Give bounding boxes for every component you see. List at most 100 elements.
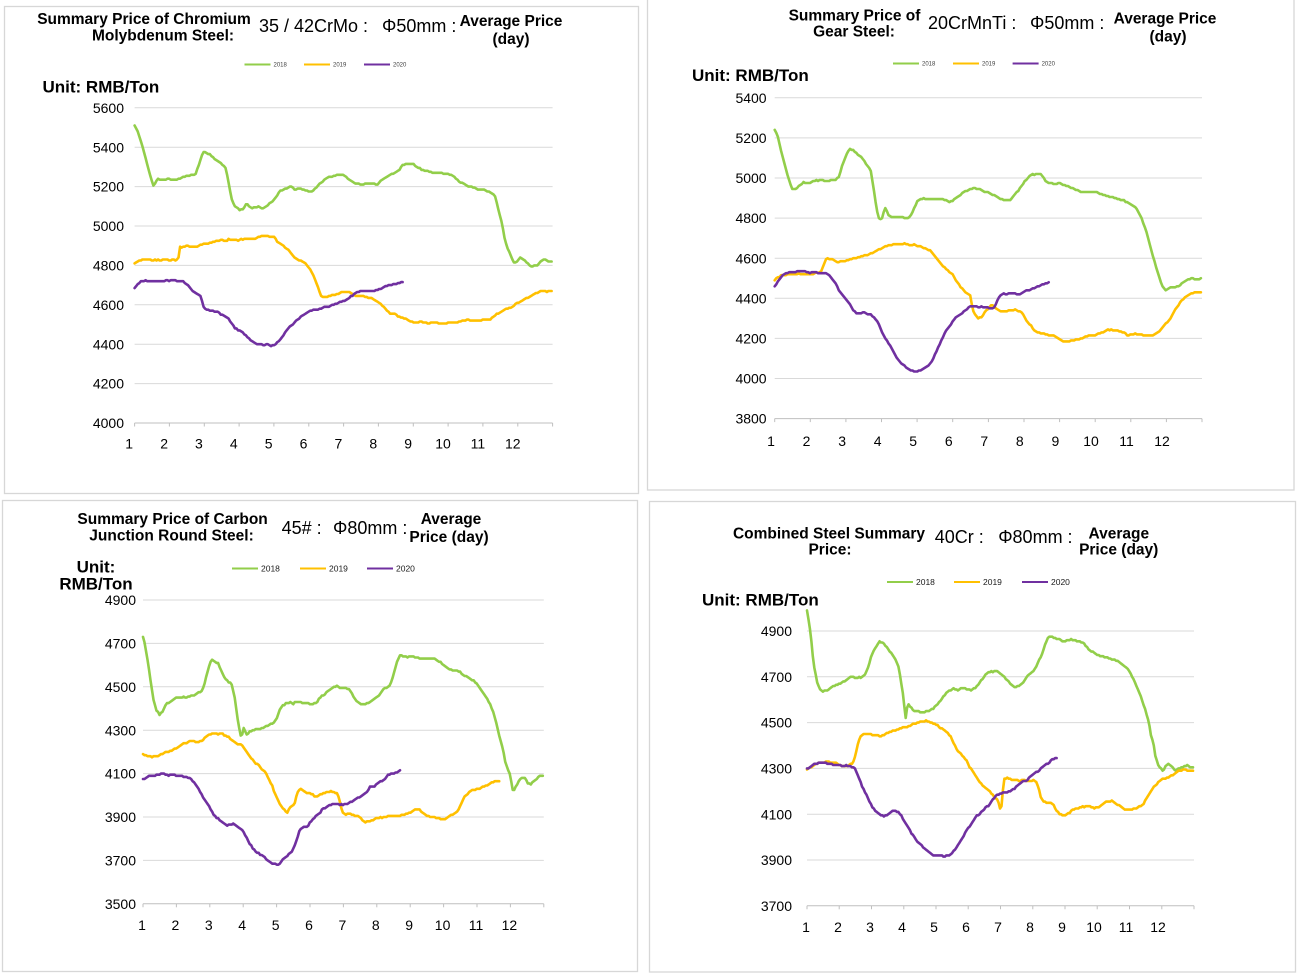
svg-text:5000: 5000 — [735, 170, 766, 186]
svg-text:40Cr :: 40Cr : — [935, 527, 984, 547]
svg-text:4700: 4700 — [761, 669, 792, 685]
svg-text:12: 12 — [505, 436, 521, 452]
svg-text:Φ80mm :: Φ80mm : — [333, 518, 407, 538]
svg-text:2018: 2018 — [261, 563, 280, 573]
svg-text:2019: 2019 — [329, 563, 348, 573]
svg-text:7: 7 — [335, 436, 343, 452]
svg-text:4300: 4300 — [761, 761, 792, 777]
svg-text:6: 6 — [300, 436, 308, 452]
svg-text:Unit: RMB/Ton: Unit: RMB/Ton — [702, 591, 819, 610]
svg-text:1: 1 — [125, 436, 133, 452]
svg-text:3: 3 — [838, 433, 846, 449]
svg-text:5400: 5400 — [93, 139, 124, 155]
svg-text:9: 9 — [404, 436, 412, 452]
svg-text:7: 7 — [339, 917, 347, 933]
svg-text:4800: 4800 — [735, 210, 766, 226]
svg-text:12: 12 — [502, 917, 518, 933]
svg-text:5: 5 — [272, 917, 280, 933]
svg-text:4: 4 — [230, 436, 238, 452]
svg-text:12: 12 — [1154, 433, 1170, 449]
svg-text:Summary Price of Chromium: Summary Price of Chromium — [37, 11, 251, 28]
svg-text:4: 4 — [898, 919, 906, 935]
svg-text:3900: 3900 — [761, 852, 792, 868]
svg-text:2018: 2018 — [274, 63, 288, 69]
svg-text:Unit:: Unit: — [77, 558, 116, 577]
svg-text:3: 3 — [195, 436, 203, 452]
svg-text:Unit: RMB/Ton: Unit: RMB/Ton — [43, 78, 160, 97]
svg-text:Summary Price of: Summary Price of — [789, 8, 922, 25]
svg-text:4: 4 — [874, 433, 882, 449]
svg-text:11: 11 — [471, 436, 486, 452]
svg-text:11: 11 — [1119, 919, 1134, 935]
svg-text:4600: 4600 — [735, 250, 766, 266]
svg-text:6: 6 — [305, 917, 313, 933]
svg-text:Gear Steel:: Gear Steel: — [813, 24, 895, 41]
svg-text:6: 6 — [945, 433, 953, 449]
svg-text:1: 1 — [767, 433, 775, 449]
svg-text:Price:: Price: — [808, 542, 851, 559]
svg-text:10: 10 — [435, 436, 451, 452]
svg-text:9: 9 — [1052, 433, 1060, 449]
svg-text:2: 2 — [803, 433, 811, 449]
svg-text:10: 10 — [1083, 433, 1099, 449]
svg-text:2020: 2020 — [1042, 62, 1056, 68]
svg-text:5: 5 — [930, 919, 938, 935]
svg-text:4100: 4100 — [761, 806, 792, 822]
svg-text:Summary Price of Carbon: Summary Price of Carbon — [77, 511, 267, 528]
svg-text:8: 8 — [1026, 919, 1034, 935]
svg-text:(day): (day) — [492, 31, 529, 48]
svg-text:5200: 5200 — [735, 130, 766, 146]
svg-text:2: 2 — [172, 917, 180, 933]
svg-text:2020: 2020 — [1051, 577, 1070, 587]
svg-text:2019: 2019 — [982, 62, 996, 68]
svg-text:8: 8 — [1016, 433, 1024, 449]
svg-text:10: 10 — [435, 917, 451, 933]
svg-text:Molybdenum Steel:: Molybdenum Steel: — [92, 28, 234, 45]
svg-text:6: 6 — [962, 919, 970, 935]
svg-text:2: 2 — [160, 436, 168, 452]
svg-text:8: 8 — [369, 436, 377, 452]
svg-text:4200: 4200 — [93, 376, 124, 392]
svg-text:7: 7 — [994, 919, 1002, 935]
svg-text:4400: 4400 — [735, 290, 766, 306]
svg-text:5200: 5200 — [93, 179, 124, 195]
svg-text:8: 8 — [372, 917, 380, 933]
svg-text:2020: 2020 — [393, 63, 407, 69]
svg-text:Average: Average — [1088, 526, 1149, 543]
svg-text:4000: 4000 — [93, 415, 124, 431]
svg-text:3700: 3700 — [761, 898, 792, 914]
svg-text:4400: 4400 — [93, 336, 124, 352]
svg-text:3500: 3500 — [105, 896, 136, 912]
svg-text:35 / 42CrMo :: 35 / 42CrMo : — [259, 16, 368, 36]
svg-text:4500: 4500 — [761, 715, 792, 731]
svg-text:5400: 5400 — [735, 90, 766, 106]
svg-text:4500: 4500 — [105, 679, 136, 695]
svg-text:3: 3 — [866, 919, 874, 935]
svg-text:4700: 4700 — [105, 636, 136, 652]
svg-text:3800: 3800 — [735, 411, 766, 427]
svg-text:4200: 4200 — [735, 331, 766, 347]
svg-text:Price (day): Price (day) — [409, 529, 488, 546]
svg-text:Average Price: Average Price — [1114, 11, 1217, 28]
svg-text:1: 1 — [802, 919, 810, 935]
svg-text:Φ50mm :: Φ50mm : — [382, 16, 456, 36]
svg-text:11: 11 — [1119, 433, 1134, 449]
svg-text:11: 11 — [469, 917, 484, 933]
svg-text:4100: 4100 — [105, 766, 136, 782]
svg-text:2018: 2018 — [922, 62, 936, 68]
svg-text:3900: 3900 — [105, 809, 136, 825]
svg-text:3: 3 — [205, 917, 213, 933]
svg-text:3700: 3700 — [105, 853, 136, 869]
svg-text:4000: 4000 — [735, 371, 766, 387]
svg-text:Average: Average — [421, 511, 482, 528]
svg-text:5: 5 — [909, 433, 917, 449]
svg-text:2019: 2019 — [983, 577, 1002, 587]
svg-text:Φ80mm :: Φ80mm : — [998, 527, 1072, 547]
svg-text:20CrMnTi :: 20CrMnTi : — [928, 13, 1016, 33]
svg-text:2019: 2019 — [333, 63, 347, 69]
svg-text:12: 12 — [1150, 919, 1166, 935]
svg-text:2: 2 — [834, 919, 842, 935]
svg-text:4800: 4800 — [93, 258, 124, 274]
svg-text:9: 9 — [1058, 919, 1066, 935]
svg-text:Combined Steel Summary: Combined Steel Summary — [733, 526, 925, 543]
